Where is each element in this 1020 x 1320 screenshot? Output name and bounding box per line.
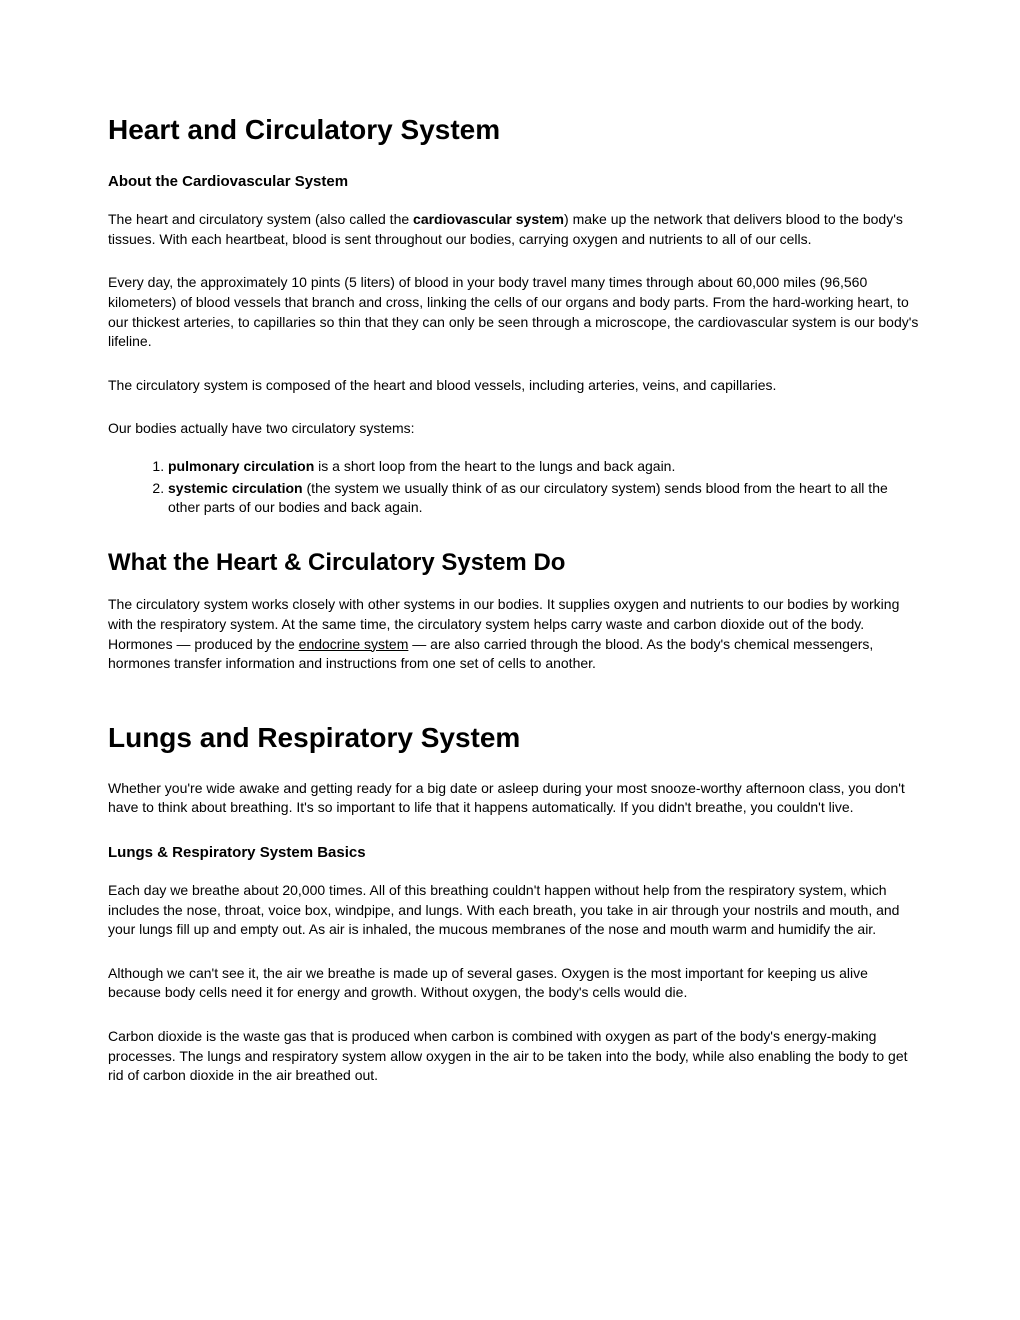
endocrine-system-link[interactable]: endocrine system (299, 636, 409, 652)
what-heart-do-para: The circulatory system works closely wit… (108, 595, 920, 673)
heart-para-3: The circulatory system is composed of th… (108, 376, 920, 396)
circulation-list: pulmonary circulation is a short loop fr… (108, 457, 920, 518)
heart-para-2: Every day, the approximately 10 pints (5… (108, 273, 920, 351)
heart-para-4: Our bodies actually have two circulatory… (108, 419, 920, 439)
about-cardio-heading: About the Cardiovascular System (108, 171, 920, 192)
document-page: Heart and Circulatory System About the C… (0, 0, 1020, 1320)
text-span: is a short loop from the heart to the lu… (314, 458, 675, 474)
list-item: systemic circulation (the system we usua… (168, 479, 920, 518)
lungs-title: Lungs and Respiratory System (108, 718, 920, 757)
bold-systemic: systemic circulation (168, 480, 303, 496)
what-heart-do-heading: What the Heart & Circulatory System Do (108, 546, 920, 580)
lungs-basics-p2: Although we can't see it, the air we bre… (108, 964, 920, 1003)
bold-cardiovascular: cardiovascular system (413, 211, 564, 227)
lungs-basics-p3: Carbon dioxide is the waste gas that is … (108, 1027, 920, 1086)
lungs-basics-p1: Each day we breathe about 20,000 times. … (108, 881, 920, 940)
heart-para-1: The heart and circulatory system (also c… (108, 210, 920, 249)
heart-title: Heart and Circulatory System (108, 110, 920, 149)
list-item: pulmonary circulation is a short loop fr… (168, 457, 920, 477)
lungs-intro: Whether you're wide awake and getting re… (108, 779, 920, 818)
lungs-basics-heading: Lungs & Respiratory System Basics (108, 842, 920, 863)
text-span: The heart and circulatory system (also c… (108, 211, 413, 227)
bold-pulmonary: pulmonary circulation (168, 458, 314, 474)
